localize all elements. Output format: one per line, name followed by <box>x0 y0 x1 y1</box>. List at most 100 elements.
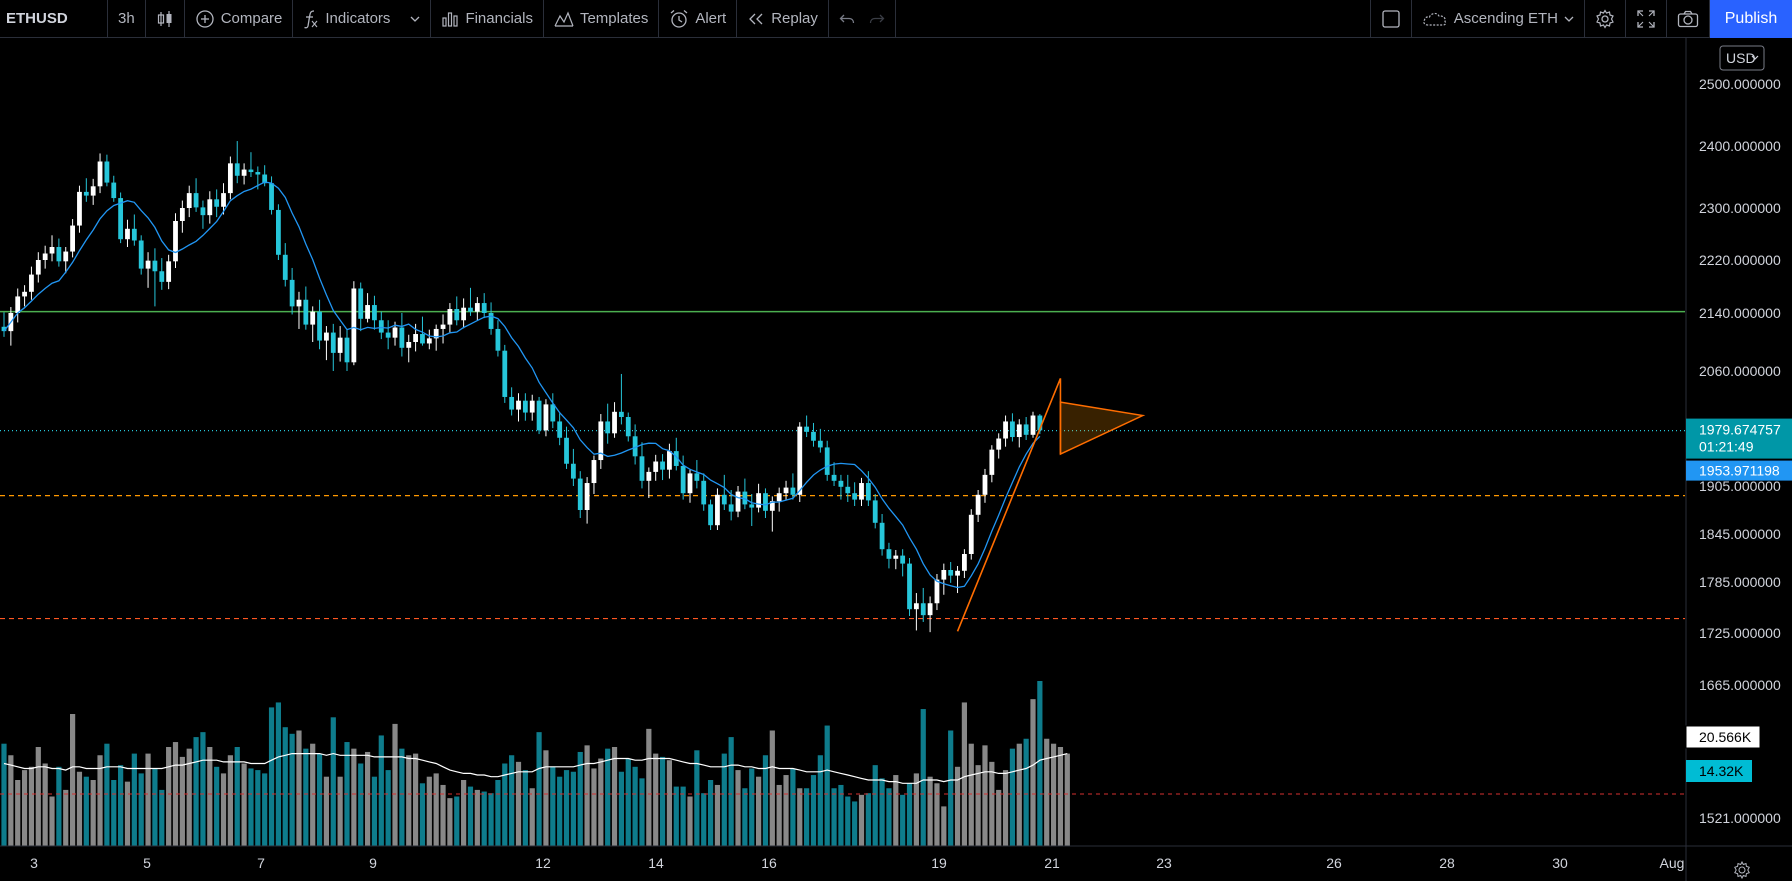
candle-body <box>522 400 528 413</box>
templates-button[interactable]: Templates <box>544 0 660 38</box>
date-tick-label: 30 <box>1552 855 1568 871</box>
indicators-button[interactable]: Indicators <box>293 0 432 38</box>
candle-body <box>378 320 384 333</box>
volume-bar <box>200 732 206 846</box>
candle-body <box>454 309 460 321</box>
volume-bar <box>515 761 522 846</box>
price-tick-label: 2300.000000 <box>1699 200 1781 216</box>
last-price-label: 1979.674757 <box>1699 422 1781 438</box>
candle-body <box>317 311 322 341</box>
alert-button[interactable]: Alert <box>659 0 738 38</box>
candle-body <box>920 603 926 616</box>
symbol-button[interactable]: ETHUSD <box>0 0 108 38</box>
volume-bar <box>70 714 76 846</box>
volume-bar <box>1050 743 1057 846</box>
volume-bar <box>618 771 624 846</box>
templates-label: Templates <box>579 10 649 27</box>
candle-body <box>344 337 350 363</box>
volume-bar <box>337 776 343 846</box>
candle-body <box>63 251 69 262</box>
candle-body <box>214 199 220 207</box>
candle-body <box>49 247 55 254</box>
candle-body <box>406 342 412 348</box>
flag-pole-drawing[interactable] <box>956 378 1062 632</box>
fullscreen-button[interactable] <box>1626 0 1667 38</box>
undo-icon[interactable] <box>839 12 855 26</box>
publish-button[interactable]: Publish <box>1710 0 1792 38</box>
candle-body <box>783 487 789 494</box>
candle-body <box>564 437 569 464</box>
redo-icon[interactable] <box>869 12 885 26</box>
volume-bar <box>721 753 727 846</box>
candle-body <box>29 274 34 292</box>
volume-bar <box>1044 738 1050 846</box>
volume-bar <box>241 763 247 846</box>
volume-bar <box>941 806 947 846</box>
volume-bar <box>680 786 686 846</box>
volume-bar <box>509 755 515 846</box>
chart-area[interactable]: 2500.000000 2400.000000 2300.000000 2220.00… <box>0 38 1792 881</box>
candle-body <box>591 460 597 484</box>
candle-body <box>166 261 172 282</box>
volume-bar <box>1002 770 1009 846</box>
candle-body <box>735 491 741 512</box>
snapshot-button[interactable] <box>1667 0 1710 38</box>
chart-canvas[interactable]: 2500.000000 2400.000000 2300.000000 2220.00… <box>0 38 1792 881</box>
replay-button[interactable]: Replay <box>737 0 829 38</box>
alarm-clock-icon <box>670 9 688 28</box>
fullscreen-select-button[interactable] <box>1369 0 1412 38</box>
candle-body <box>372 305 377 321</box>
volume-bar <box>1057 747 1064 846</box>
volume-bar <box>563 770 570 846</box>
last-price-badge <box>1686 418 1792 459</box>
gear-icon[interactable] <box>1734 860 1750 880</box>
volume-bar <box>707 780 714 846</box>
volume-bar <box>358 763 364 846</box>
compare-button[interactable]: Compare <box>185 0 294 38</box>
candle-body <box>872 500 878 523</box>
candle-body <box>968 514 974 554</box>
volume-value-badge <box>1685 725 1761 749</box>
candle-body <box>687 473 693 494</box>
candle-body <box>900 555 906 564</box>
candle-body <box>22 291 27 297</box>
candle-body <box>255 172 261 175</box>
replay-label: Replay <box>771 10 818 27</box>
volume-bar <box>227 755 233 846</box>
candle-body <box>804 426 810 432</box>
settings-button[interactable] <box>1585 0 1626 38</box>
volume-bar <box>426 776 432 846</box>
volume-bar <box>948 730 954 846</box>
date-tick-label: 26 <box>1326 855 1342 871</box>
volume-bar <box>742 788 748 846</box>
candle-body <box>282 254 288 280</box>
volume-bar <box>735 770 741 846</box>
interval-button[interactable]: 3h <box>108 0 146 38</box>
volume-bar <box>591 768 597 846</box>
candle-body <box>83 191 89 196</box>
chart-style-button[interactable] <box>146 0 185 38</box>
currency-select[interactable] <box>1719 45 1765 71</box>
candle-body <box>865 483 871 501</box>
candle-body <box>152 260 158 272</box>
candle-body <box>365 305 370 319</box>
volume-bar <box>659 756 666 846</box>
candle-body <box>289 279 295 307</box>
volume-bar <box>454 796 460 846</box>
volume-bar <box>783 775 789 846</box>
volume-bar <box>852 801 858 846</box>
financials-button[interactable]: Financials <box>431 0 544 38</box>
volume-ma-badge <box>1686 760 1752 782</box>
layout-button[interactable]: Ascending ETH <box>1412 0 1585 38</box>
volume-bar <box>550 766 556 846</box>
candle-body <box>550 404 556 422</box>
volume-bar <box>289 733 295 846</box>
volume-bar <box>131 753 137 846</box>
volume-bar <box>961 702 967 846</box>
square-icon <box>1382 9 1400 28</box>
volume-bar <box>248 768 254 846</box>
volume-bar <box>529 788 535 846</box>
candle-body <box>234 163 240 176</box>
candle-body <box>646 471 652 481</box>
volume-bar <box>159 789 165 846</box>
